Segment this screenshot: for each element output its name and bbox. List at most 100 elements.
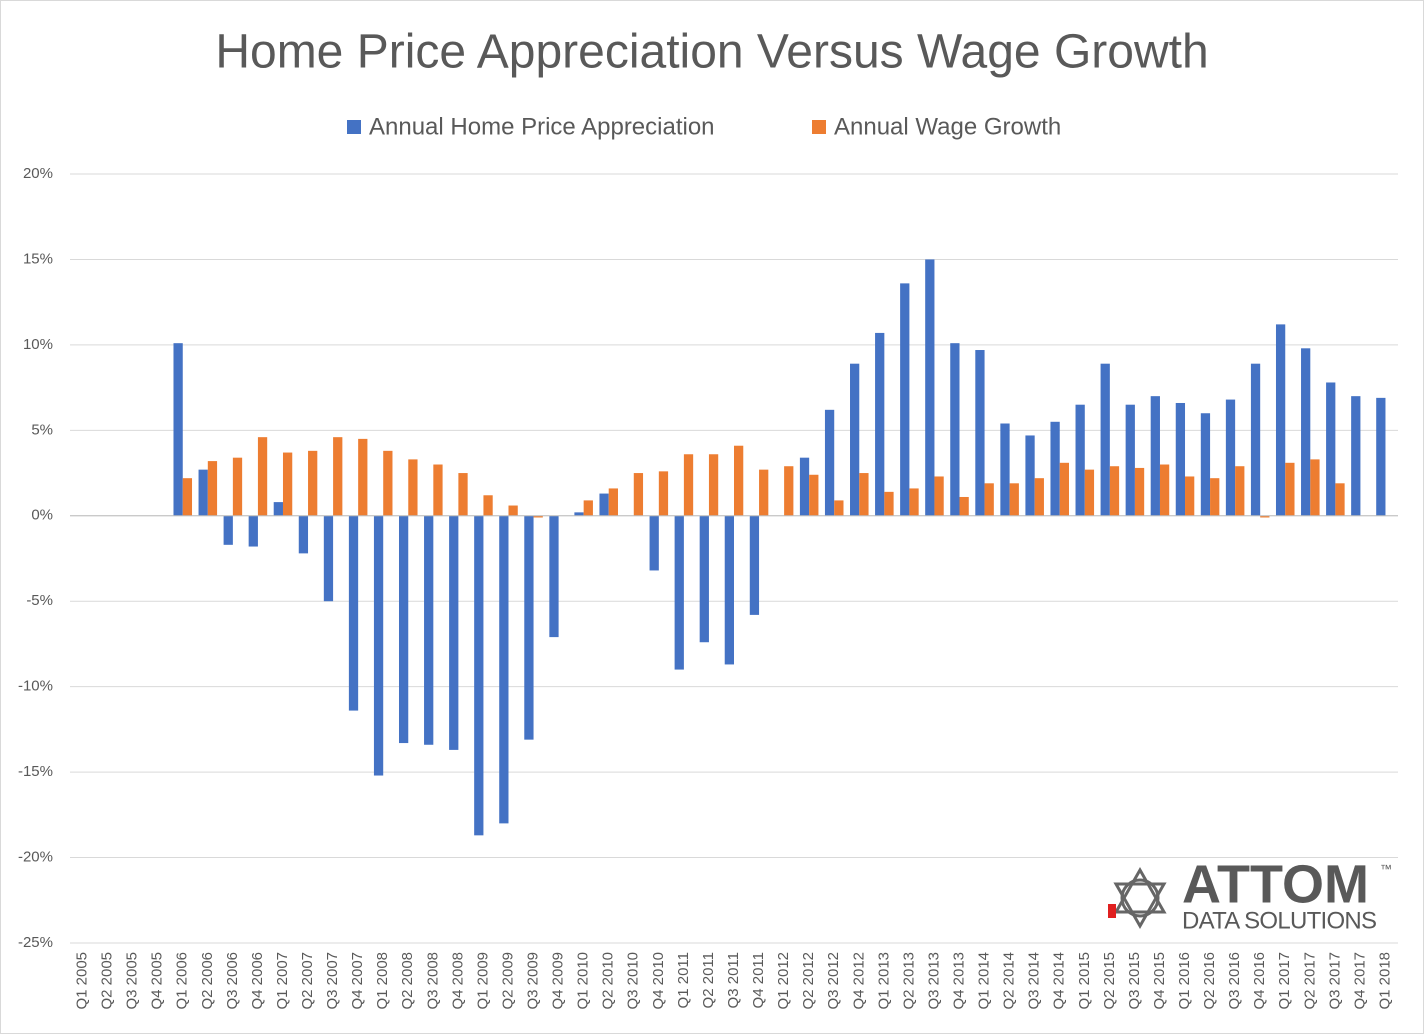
- bar: [173, 343, 183, 516]
- bar: [934, 476, 944, 516]
- x-tick-label: Q4 2006: [249, 952, 266, 1010]
- bar: [1034, 478, 1044, 516]
- x-tick-label: Q4 2008: [449, 952, 466, 1010]
- x-tick-label: Q3 2005: [124, 952, 141, 1010]
- bar: [358, 438, 368, 516]
- bar: [499, 515, 509, 824]
- x-tick-label: Q3 2006: [224, 952, 241, 1010]
- x-tick-label: Q2 2009: [499, 952, 516, 1010]
- logo-name: ATTOM: [1182, 854, 1369, 914]
- bar: [458, 473, 468, 516]
- x-tick-label: Q2 2008: [399, 952, 416, 1010]
- bar: [1125, 404, 1135, 516]
- x-tick-label: Q3 2007: [324, 952, 341, 1010]
- bar: [257, 437, 268, 516]
- bar: [1260, 515, 1270, 518]
- bar: [950, 343, 960, 516]
- x-tick-label: Q2 2014: [1001, 952, 1018, 1010]
- y-tick-label: 5%: [31, 421, 53, 438]
- y-tick-label: 10%: [23, 336, 53, 353]
- logo-icon: [1108, 866, 1167, 930]
- x-tick-label: Q1 2009: [474, 952, 491, 1010]
- x-tick-label: Q2 2005: [99, 952, 116, 1010]
- bar: [424, 515, 434, 745]
- x-tick-label: Q2 2013: [900, 952, 917, 1010]
- logo-tagline: DATA SOLUTIONS: [1182, 907, 1377, 934]
- bar: [984, 483, 994, 516]
- bar: [298, 515, 309, 554]
- bar: [1175, 402, 1186, 516]
- bar: [799, 457, 810, 516]
- legend-label: Annual Wage Growth: [834, 113, 1061, 140]
- bar: [859, 473, 869, 516]
- x-tick-label: Q4 2016: [1251, 952, 1268, 1010]
- bar: [282, 452, 293, 516]
- x-tick-label: Q4 2017: [1351, 952, 1368, 1010]
- y-tick-label: 0%: [31, 507, 53, 524]
- bar: [1109, 466, 1120, 516]
- bar: [1134, 467, 1145, 516]
- legend-swatch: [347, 120, 361, 134]
- bar: [699, 515, 709, 643]
- bar: [1285, 462, 1295, 516]
- bar: [449, 515, 459, 750]
- y-tick-label: -20%: [18, 849, 53, 866]
- bar: [1000, 423, 1010, 516]
- chart-title: Home Price Appreciation Versus Wage Grow…: [215, 26, 1208, 79]
- x-tick-label: Q4 2013: [950, 952, 967, 1010]
- bar: [348, 515, 359, 711]
- bar: [1210, 478, 1220, 516]
- bar: [1059, 462, 1070, 516]
- y-tick-label: -25%: [18, 934, 53, 951]
- bar: [884, 491, 894, 516]
- bar: [649, 515, 659, 571]
- bar: [900, 283, 910, 516]
- x-tick-label: Q3 2017: [1326, 952, 1343, 1010]
- bar: [474, 515, 484, 836]
- bar: [308, 450, 318, 516]
- bar: [1326, 382, 1336, 516]
- x-tick-label: Q2 2006: [199, 952, 216, 1010]
- bar: [875, 332, 885, 516]
- bar: [433, 464, 443, 516]
- x-tick-label: Q4 2005: [149, 952, 166, 1010]
- bar: [333, 437, 343, 516]
- x-tick-label: Q1 2011: [675, 952, 692, 1008]
- bar: [1335, 483, 1345, 516]
- bar: [524, 515, 534, 740]
- bar: [959, 496, 969, 516]
- bar: [1235, 466, 1245, 516]
- x-tick-label: Q2 2015: [1101, 952, 1118, 1010]
- x-tick-label: Q4 2007: [349, 952, 366, 1010]
- bar: [1275, 324, 1286, 516]
- y-tick-label: 15%: [23, 250, 53, 267]
- bar: [207, 461, 218, 516]
- bar: [248, 515, 258, 547]
- x-tick-label: Q1 2013: [875, 952, 892, 1010]
- x-tick-label: Q3 2010: [625, 952, 642, 1010]
- bar: [1009, 483, 1019, 516]
- x-tick-label: Q2 2010: [600, 952, 617, 1010]
- x-tick-label: Q4 2010: [650, 952, 667, 1010]
- bar: [1084, 469, 1095, 516]
- x-tick-label: Q1 2014: [976, 952, 993, 1010]
- bar: [1250, 363, 1261, 516]
- bar: [198, 469, 208, 516]
- bar: [1159, 464, 1170, 516]
- bar: [909, 488, 919, 516]
- x-tick-label: Q1 2006: [174, 952, 191, 1010]
- x-tick-label: Q1 2008: [374, 952, 391, 1010]
- bar: [583, 500, 593, 516]
- bar: [223, 515, 233, 545]
- bar: [232, 457, 243, 516]
- bar: [323, 515, 334, 602]
- bar: [925, 259, 935, 516]
- bar: [824, 409, 835, 516]
- x-tick-label: Q2 2007: [299, 952, 316, 1010]
- x-tick-label: Q2 2011: [700, 952, 717, 1008]
- x-tick-label: Q3 2008: [424, 952, 441, 1010]
- bar: [1376, 397, 1386, 516]
- bar: [975, 350, 985, 516]
